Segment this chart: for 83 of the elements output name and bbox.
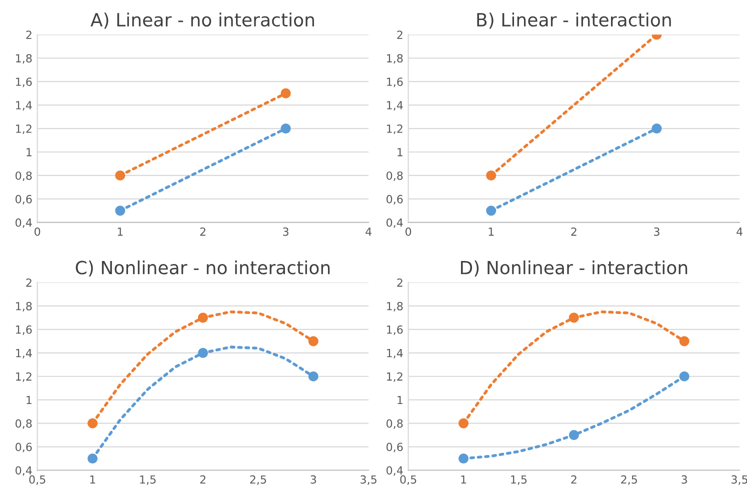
y-tick-label: 1,8 [387, 54, 403, 64]
point [458, 418, 469, 428]
y-tick-label: 0,8 [386, 419, 403, 429]
x-tick-label: 3 [682, 475, 687, 484]
x-tick-label: 0,5 [400, 475, 416, 485]
y-tick-label: 0,6 [16, 194, 32, 204]
x-tick-label: 3 [283, 227, 288, 236]
point [88, 453, 98, 464]
y-tick-label: 1,4 [387, 101, 403, 111]
chart-title: D) Nonlinear - interaction [460, 260, 688, 277]
point [652, 123, 662, 134]
point [308, 336, 318, 346]
y-tick-label: 0,6 [386, 442, 403, 452]
y-tick-label: 1,2 [16, 124, 32, 134]
y-tick-label: 1 [26, 396, 32, 404]
chart-title: C) Nonlinear - no interaction [76, 260, 330, 277]
point [280, 123, 291, 134]
y-tick-label: 2 [397, 278, 402, 287]
point [486, 206, 496, 216]
x-tick-label: 1 [488, 228, 494, 236]
y-tick-label: 0,6 [16, 442, 32, 452]
y-tick-label: 0,8 [16, 171, 32, 181]
chart-title: B) Linear - interaction [477, 12, 671, 29]
y-tick-label: 0,8 [16, 419, 32, 429]
y-tick-label: 0,4 [16, 466, 32, 476]
y-tick-label: 0,6 [386, 194, 403, 204]
y-tick-label: 2 [26, 278, 32, 287]
y-tick-label: 1,2 [16, 372, 32, 382]
x-tick-label: 2 [571, 475, 576, 484]
point [568, 430, 579, 440]
x-tick-label: 0 [34, 227, 40, 236]
x-tick-label: 3,5 [360, 475, 376, 485]
point [115, 170, 126, 181]
chart-title: A) Linear - no interaction [90, 12, 314, 29]
point [308, 371, 318, 382]
y-tick-label: 1,6 [387, 325, 403, 335]
point [115, 206, 126, 216]
y-tick-label: 2 [26, 30, 32, 39]
x-tick-label: 3,5 [732, 475, 747, 485]
y-tick-label: 1 [26, 148, 32, 156]
y-tick-label: 1 [398, 148, 402, 156]
x-tick-label: 0,5 [29, 475, 46, 485]
x-tick-label: 2 [200, 227, 206, 236]
y-tick-label: 1,6 [16, 78, 32, 88]
x-tick-label: 3 [654, 227, 660, 236]
point [568, 312, 579, 323]
x-tick-label: 2 [200, 475, 206, 484]
y-tick-label: 1 [398, 396, 402, 404]
x-tick-label: 1,5 [511, 475, 527, 485]
y-tick-label: 0,4 [386, 218, 403, 228]
x-tick-label: 4 [736, 228, 742, 236]
point [88, 418, 98, 428]
y-tick-label: 1,6 [16, 325, 32, 335]
point [486, 170, 496, 181]
x-tick-label: 3 [310, 475, 316, 484]
y-tick-label: 1,2 [387, 124, 402, 134]
x-tick-label: 1 [90, 475, 96, 484]
point [280, 88, 291, 98]
point [679, 336, 690, 346]
x-tick-label: 2,5 [250, 475, 266, 485]
point [198, 348, 208, 358]
y-tick-label: 0,4 [16, 218, 32, 228]
x-tick-label: 4 [366, 228, 372, 236]
x-tick-label: 2 [571, 227, 576, 236]
point [198, 312, 208, 323]
point [679, 371, 690, 382]
x-tick-label: 1,5 [140, 475, 156, 485]
point [458, 453, 469, 464]
y-tick-label: 0,8 [386, 171, 403, 181]
x-tick-label: 0 [406, 227, 412, 236]
y-tick-label: 1,4 [16, 349, 32, 358]
y-tick-label: 1,8 [16, 54, 32, 64]
y-tick-label: 1,2 [387, 372, 402, 382]
y-tick-label: 1,4 [387, 349, 403, 358]
y-tick-label: 1,4 [16, 101, 32, 111]
x-tick-label: 1 [118, 228, 123, 236]
y-tick-label: 2 [397, 30, 402, 39]
y-tick-label: 0,4 [386, 466, 403, 476]
y-tick-label: 1,6 [387, 78, 403, 88]
x-tick-label: 1 [461, 475, 466, 484]
x-tick-label: 2,5 [621, 475, 637, 485]
y-tick-label: 1,8 [16, 302, 32, 312]
y-tick-label: 1,8 [387, 302, 403, 312]
